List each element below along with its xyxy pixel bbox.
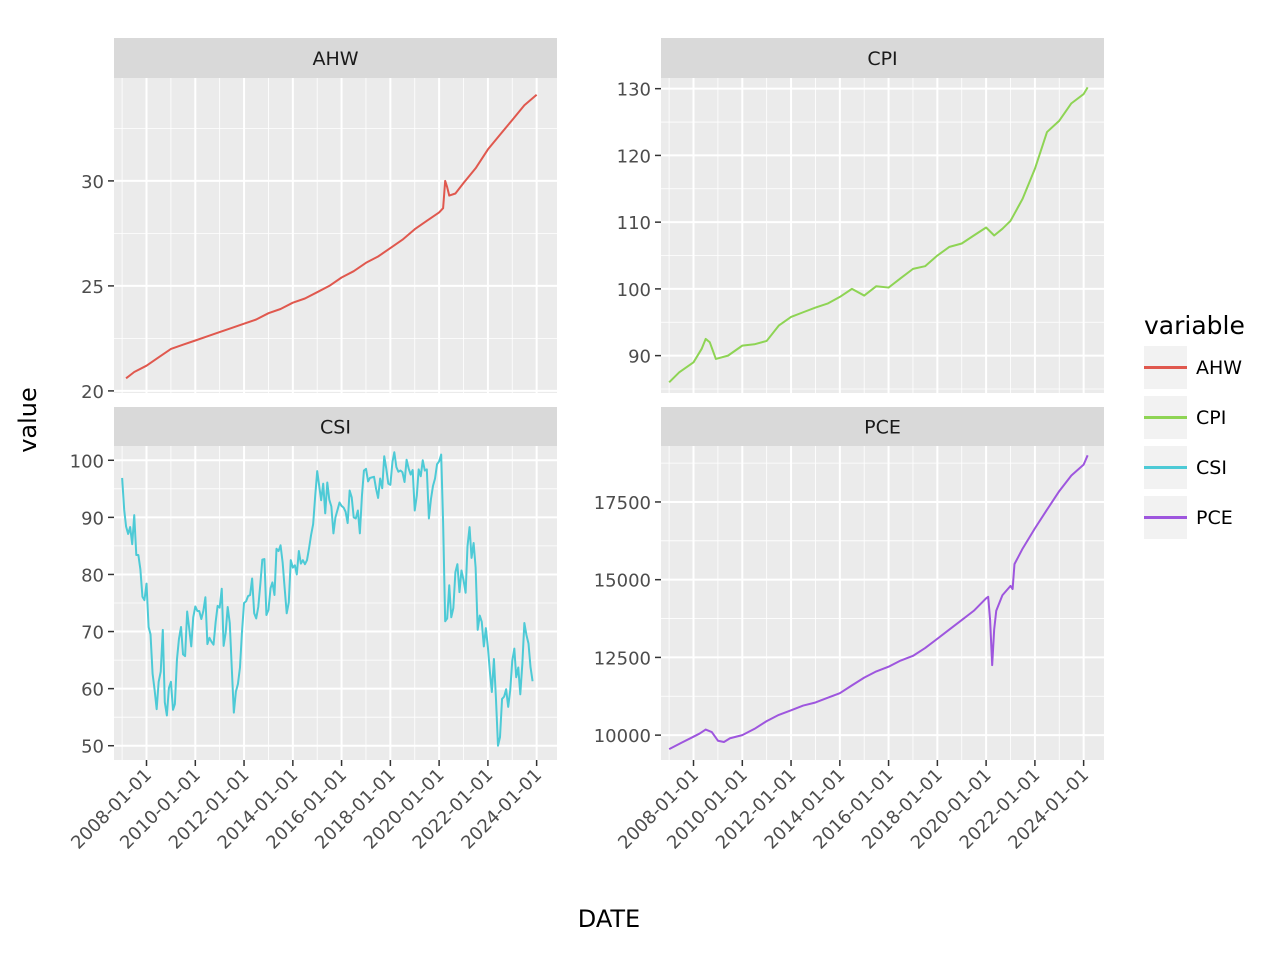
series-line-cpi — [668, 86, 1089, 384]
legend-label-pce: PCE — [1196, 507, 1233, 529]
strip-cpi — [661, 38, 1104, 78]
y-tick-label-ahw: 30 — [81, 172, 104, 193]
legend-label-csi: CSI — [1196, 457, 1227, 479]
y-tick-label-ahw: 20 — [81, 382, 104, 403]
y-tick-label-cpi: 120 — [617, 146, 651, 167]
y-tick-label-pce: 15000 — [594, 571, 651, 592]
strip-label-ahw: AHW — [312, 48, 358, 70]
legend: variable AHW CPI CSI PCE — [1144, 311, 1245, 539]
strip-label-pce: PCE — [864, 417, 901, 439]
panel-ahw: AHW 20 25 30 — [81, 38, 557, 403]
panel-background-ahw — [114, 78, 557, 393]
series-line-csi — [121, 451, 534, 747]
strip-ahw — [114, 38, 557, 78]
y-tick-label-csi: 50 — [81, 737, 104, 758]
legend-label-ahw: AHW — [1196, 357, 1242, 379]
strip-pce — [661, 407, 1104, 446]
y-tick-label-csi: 60 — [81, 680, 104, 701]
y-tick-label-pce: 10000 — [594, 726, 651, 747]
strip-label-cpi: CPI — [867, 48, 897, 70]
y-tick-label-cpi: 110 — [617, 213, 651, 234]
panel-csi: CSI50607080901002008-01-012010-01-012012… — [67, 407, 557, 854]
facet-panels: AHW 20 25 30 CPI 90 100 110 120 130 CSI 50 60 70 80 90 1… — [67, 38, 1104, 854]
y-tick-label-csi: 90 — [81, 508, 104, 529]
y-tick-label-pce: 12500 — [594, 648, 651, 669]
strip-label-csi: CSI — [320, 417, 351, 439]
y-tick-label-cpi: 130 — [617, 80, 651, 101]
y-tick-label-pce: 17500 — [594, 493, 651, 514]
series-line-ahw — [125, 94, 538, 380]
y-tick-label-csi: 80 — [81, 565, 104, 586]
panel-background-cpi — [661, 78, 1104, 393]
panel-pce: PCE100001250015000175002008-01-012010-01… — [594, 407, 1104, 854]
y-tick-label-cpi: 90 — [628, 347, 651, 368]
series-line-pce — [668, 454, 1089, 751]
x-axis-title: DATE — [578, 905, 640, 933]
y-tick-label-cpi: 100 — [617, 280, 651, 301]
y-tick-label-ahw: 25 — [81, 277, 104, 298]
panel-background-pce — [661, 446, 1104, 760]
y-tick-label-csi: 70 — [81, 623, 104, 644]
strip-csi — [114, 407, 557, 446]
panel-cpi: CPI 90 100 110 120 130 — [617, 38, 1104, 393]
y-tick-label-csi: 100 — [70, 451, 104, 472]
legend-label-cpi: CPI — [1196, 407, 1226, 429]
legend-title: variable — [1144, 311, 1245, 340]
y-axis-title: value — [14, 387, 42, 453]
